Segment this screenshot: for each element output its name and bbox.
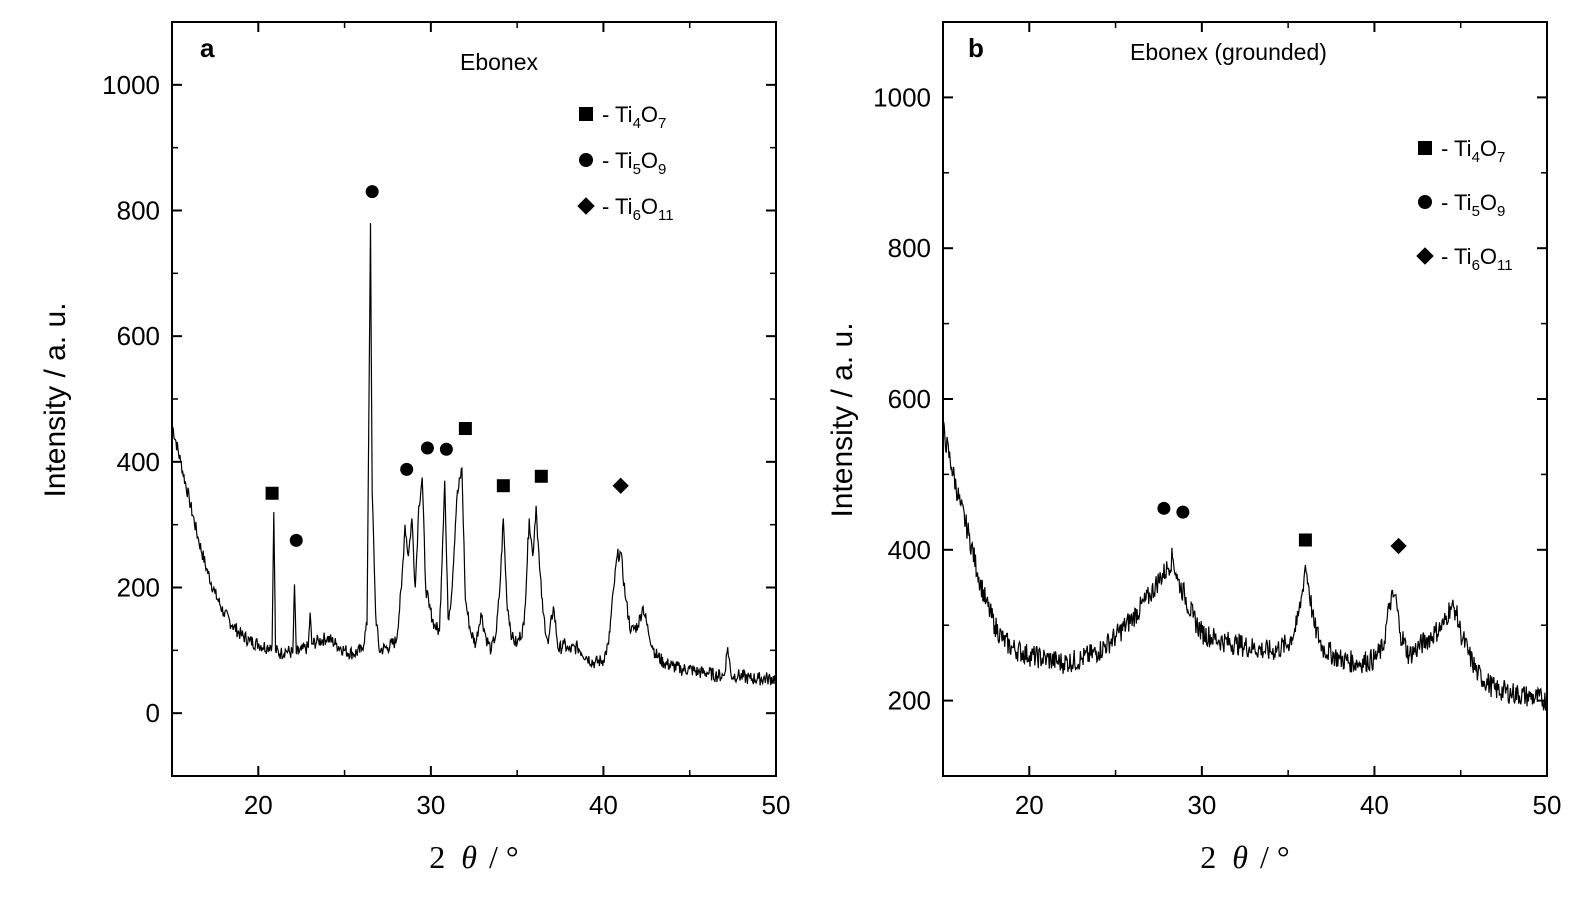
legend-label: - Ti6O11 xyxy=(1441,244,1513,274)
y-tick-label: 1000 xyxy=(102,70,160,100)
legend-label: - Ti4O7 xyxy=(602,102,666,132)
x-tick-label: 30 xyxy=(416,790,445,820)
y-tick-label: 600 xyxy=(117,321,160,351)
peak-marker-square xyxy=(534,469,548,483)
y-tick-label: 400 xyxy=(888,535,931,565)
legend-marker-diamond xyxy=(577,197,595,215)
y-tick-label: 200 xyxy=(117,573,160,603)
peak-marker-square xyxy=(1298,533,1312,547)
legend-marker-circle xyxy=(579,153,593,167)
x-tick-label: 50 xyxy=(1533,790,1562,820)
x-tick-label: 20 xyxy=(1015,790,1044,820)
peak-markers-b xyxy=(1157,501,1407,555)
panel-a: 0 200 400 600 800 1000 20 30 40 50 a Ebonex Inte… xyxy=(39,21,791,875)
x-tick-label: 30 xyxy=(1187,790,1216,820)
y-tick-label: 800 xyxy=(117,196,160,226)
peak-marker-diamond xyxy=(1390,537,1407,555)
xrd-curve-b xyxy=(942,421,1548,711)
peak-markers-a xyxy=(265,185,629,547)
peak-marker-diamond xyxy=(612,477,629,494)
peak-marker-circle xyxy=(420,441,434,455)
legend-marker-square xyxy=(579,107,593,121)
panel-title-b: Ebonex (grounded) xyxy=(1130,39,1327,65)
peak-marker-circle xyxy=(1157,501,1171,515)
plot-frame-a xyxy=(171,21,777,777)
y-tick-label: 600 xyxy=(888,384,931,414)
y-tick-label: 200 xyxy=(888,686,931,716)
y-tick-label: 1000 xyxy=(873,82,931,112)
peak-marker-square xyxy=(458,422,472,436)
legend-a: - Ti4O7 - Ti5O9 - Ti6O11 xyxy=(577,102,674,224)
x-tick-label: 20 xyxy=(244,790,273,820)
y-axis-title-a: Intensity / a. u. xyxy=(39,302,72,497)
legend-label: - Ti6O11 xyxy=(602,194,674,224)
x-axis-title-b: 2 θ / ° xyxy=(1200,839,1289,875)
panel-label-a: a xyxy=(200,33,215,63)
peak-marker-circle xyxy=(289,533,303,547)
xrd-curve-a xyxy=(171,223,777,686)
y-axis-a: 0 200 400 600 800 1000 xyxy=(102,70,776,728)
legend-marker-circle xyxy=(1418,195,1432,209)
legend-marker-diamond xyxy=(1416,247,1434,265)
y-axis-b: 200 400 600 800 1000 xyxy=(873,82,1547,716)
y-tick-label: 400 xyxy=(117,447,160,477)
peak-marker-circle xyxy=(400,462,414,476)
xrd-line-a xyxy=(171,223,777,686)
y-axis-title-b: Intensity / a. u. xyxy=(826,322,859,517)
panel-b: 200 400 600 800 1000 20 30 40 50 b Ebonex (grou… xyxy=(826,21,1562,875)
peak-marker-square xyxy=(265,486,279,500)
peak-marker-circle xyxy=(439,442,453,456)
legend-marker-square xyxy=(1418,141,1432,155)
legend-b: - Ti4O7 - Ti5O9 - Ti6O11 xyxy=(1416,136,1513,274)
x-axis-a: 20 30 40 50 xyxy=(244,22,791,820)
peak-marker-circle xyxy=(365,185,379,199)
panel-title-a: Ebonex xyxy=(460,49,539,75)
x-tick-label: 50 xyxy=(762,790,791,820)
legend-label: - Ti5O9 xyxy=(1441,190,1505,220)
xrd-line-b xyxy=(942,421,1548,711)
x-tick-label: 40 xyxy=(589,790,618,820)
x-tick-label: 40 xyxy=(1360,790,1389,820)
peak-marker-circle xyxy=(1176,505,1190,519)
peak-marker-square xyxy=(496,479,510,493)
x-axis-title-a: 2 θ / ° xyxy=(429,839,518,875)
y-tick-label: 800 xyxy=(888,233,931,263)
legend-label: - Ti5O9 xyxy=(602,148,666,178)
panel-label-b: b xyxy=(968,33,984,63)
x-axis-b: 20 30 40 50 xyxy=(1015,22,1562,820)
y-tick-label: 0 xyxy=(146,698,160,728)
legend-label: - Ti4O7 xyxy=(1441,136,1505,166)
